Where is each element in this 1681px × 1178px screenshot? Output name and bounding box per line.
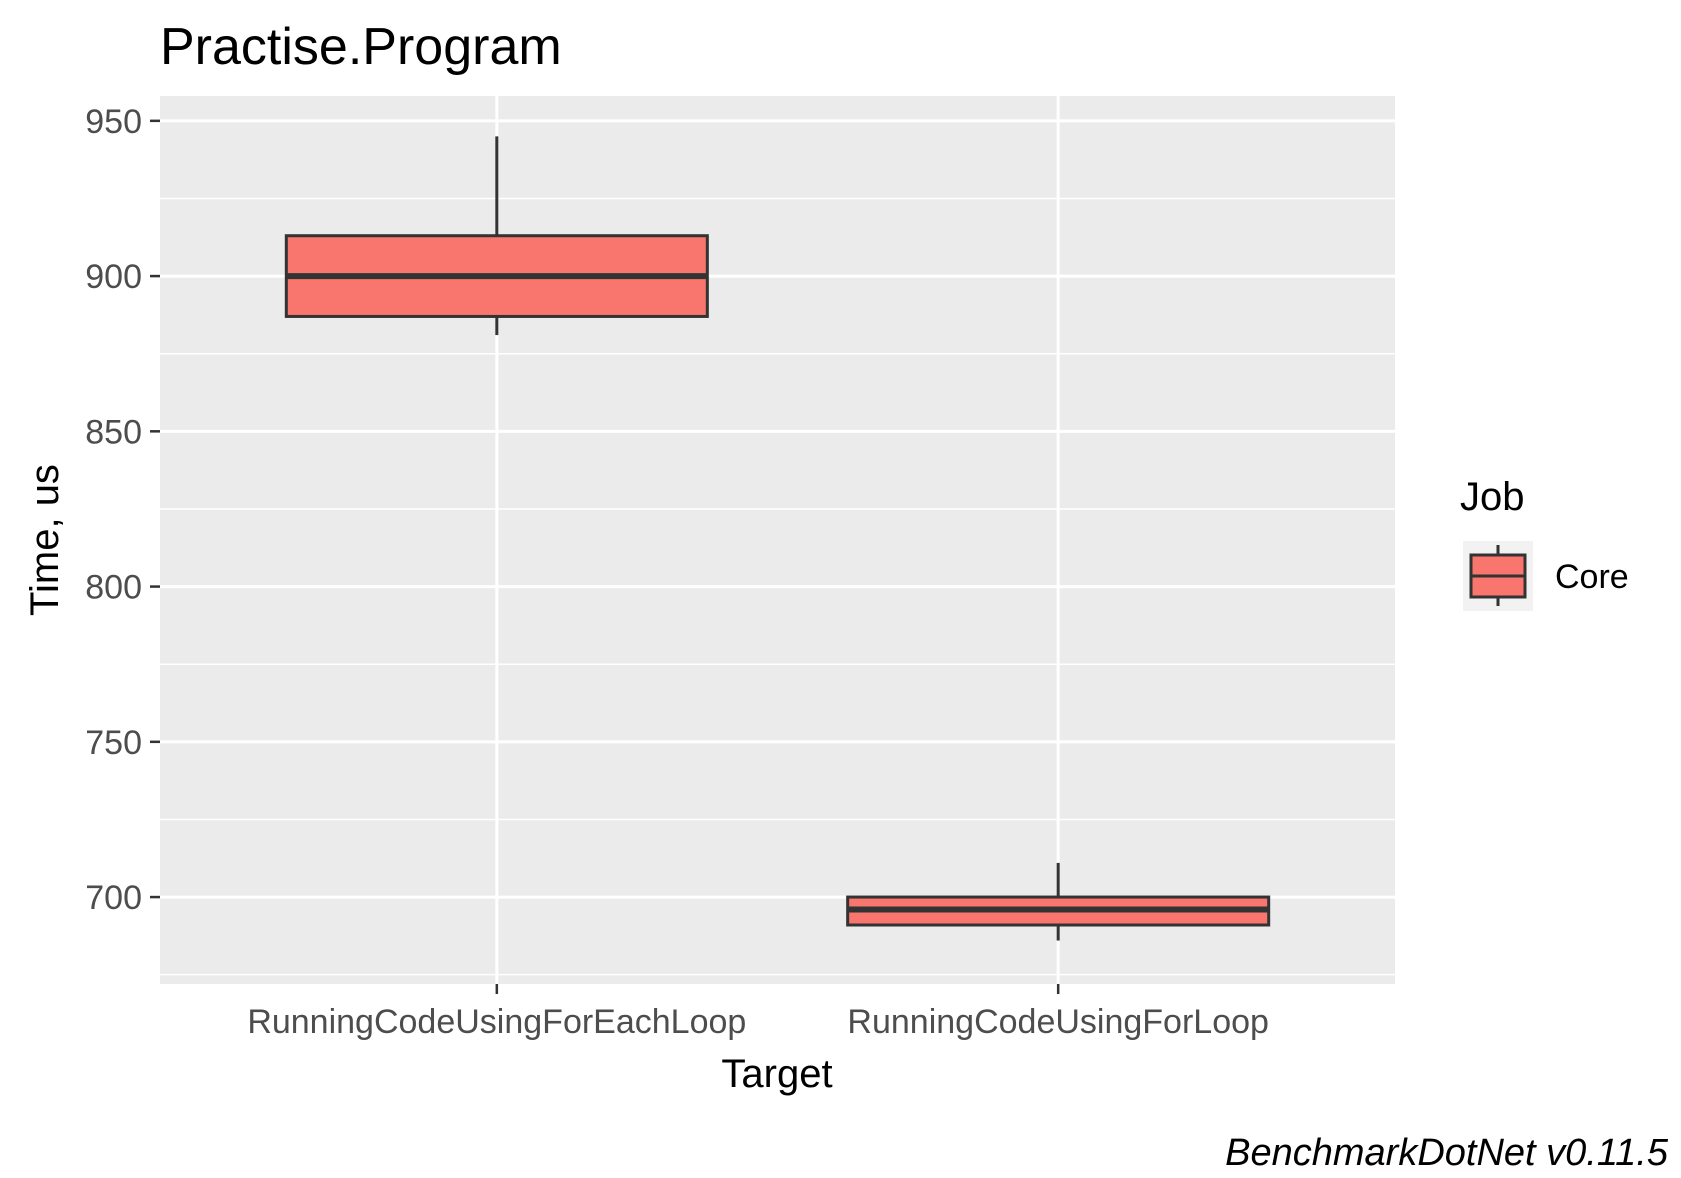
x-axis-title: Target bbox=[721, 1052, 832, 1096]
legend-title: Job bbox=[1460, 475, 1525, 519]
box-RunningCodeUsingForEachLoop bbox=[284, 136, 709, 336]
legend-key-core bbox=[1463, 541, 1533, 611]
box-RunningCodeUsingForLoop bbox=[846, 862, 1271, 941]
legend: Job Core bbox=[1460, 475, 1629, 611]
y-tick-label: 950 bbox=[85, 103, 142, 141]
x-tick-label: RunningCodeUsingForLoop bbox=[847, 1003, 1269, 1041]
x-axis: RunningCodeUsingForEachLoop RunningCodeUs… bbox=[247, 984, 1269, 1041]
y-tick-label: 850 bbox=[85, 413, 142, 451]
y-axis-title: Time, us bbox=[23, 464, 67, 616]
boxes bbox=[284, 136, 1271, 941]
minor-gridlines bbox=[160, 197, 1395, 976]
y-tick-label: 750 bbox=[85, 724, 142, 762]
y-axis: 700 750 800 850 900 950 bbox=[85, 103, 160, 917]
chart-title: Practise.Program bbox=[160, 18, 562, 76]
x-tick-label: RunningCodeUsingForEachLoop bbox=[247, 1003, 746, 1041]
y-tick-label: 700 bbox=[85, 879, 142, 917]
y-tick-label: 800 bbox=[85, 569, 142, 607]
legend-label-core: Core bbox=[1555, 558, 1629, 596]
chart-caption: BenchmarkDotNet v0.11.5 bbox=[1225, 1132, 1669, 1174]
plot-panel bbox=[160, 96, 1395, 984]
y-tick-label: 900 bbox=[85, 258, 142, 296]
